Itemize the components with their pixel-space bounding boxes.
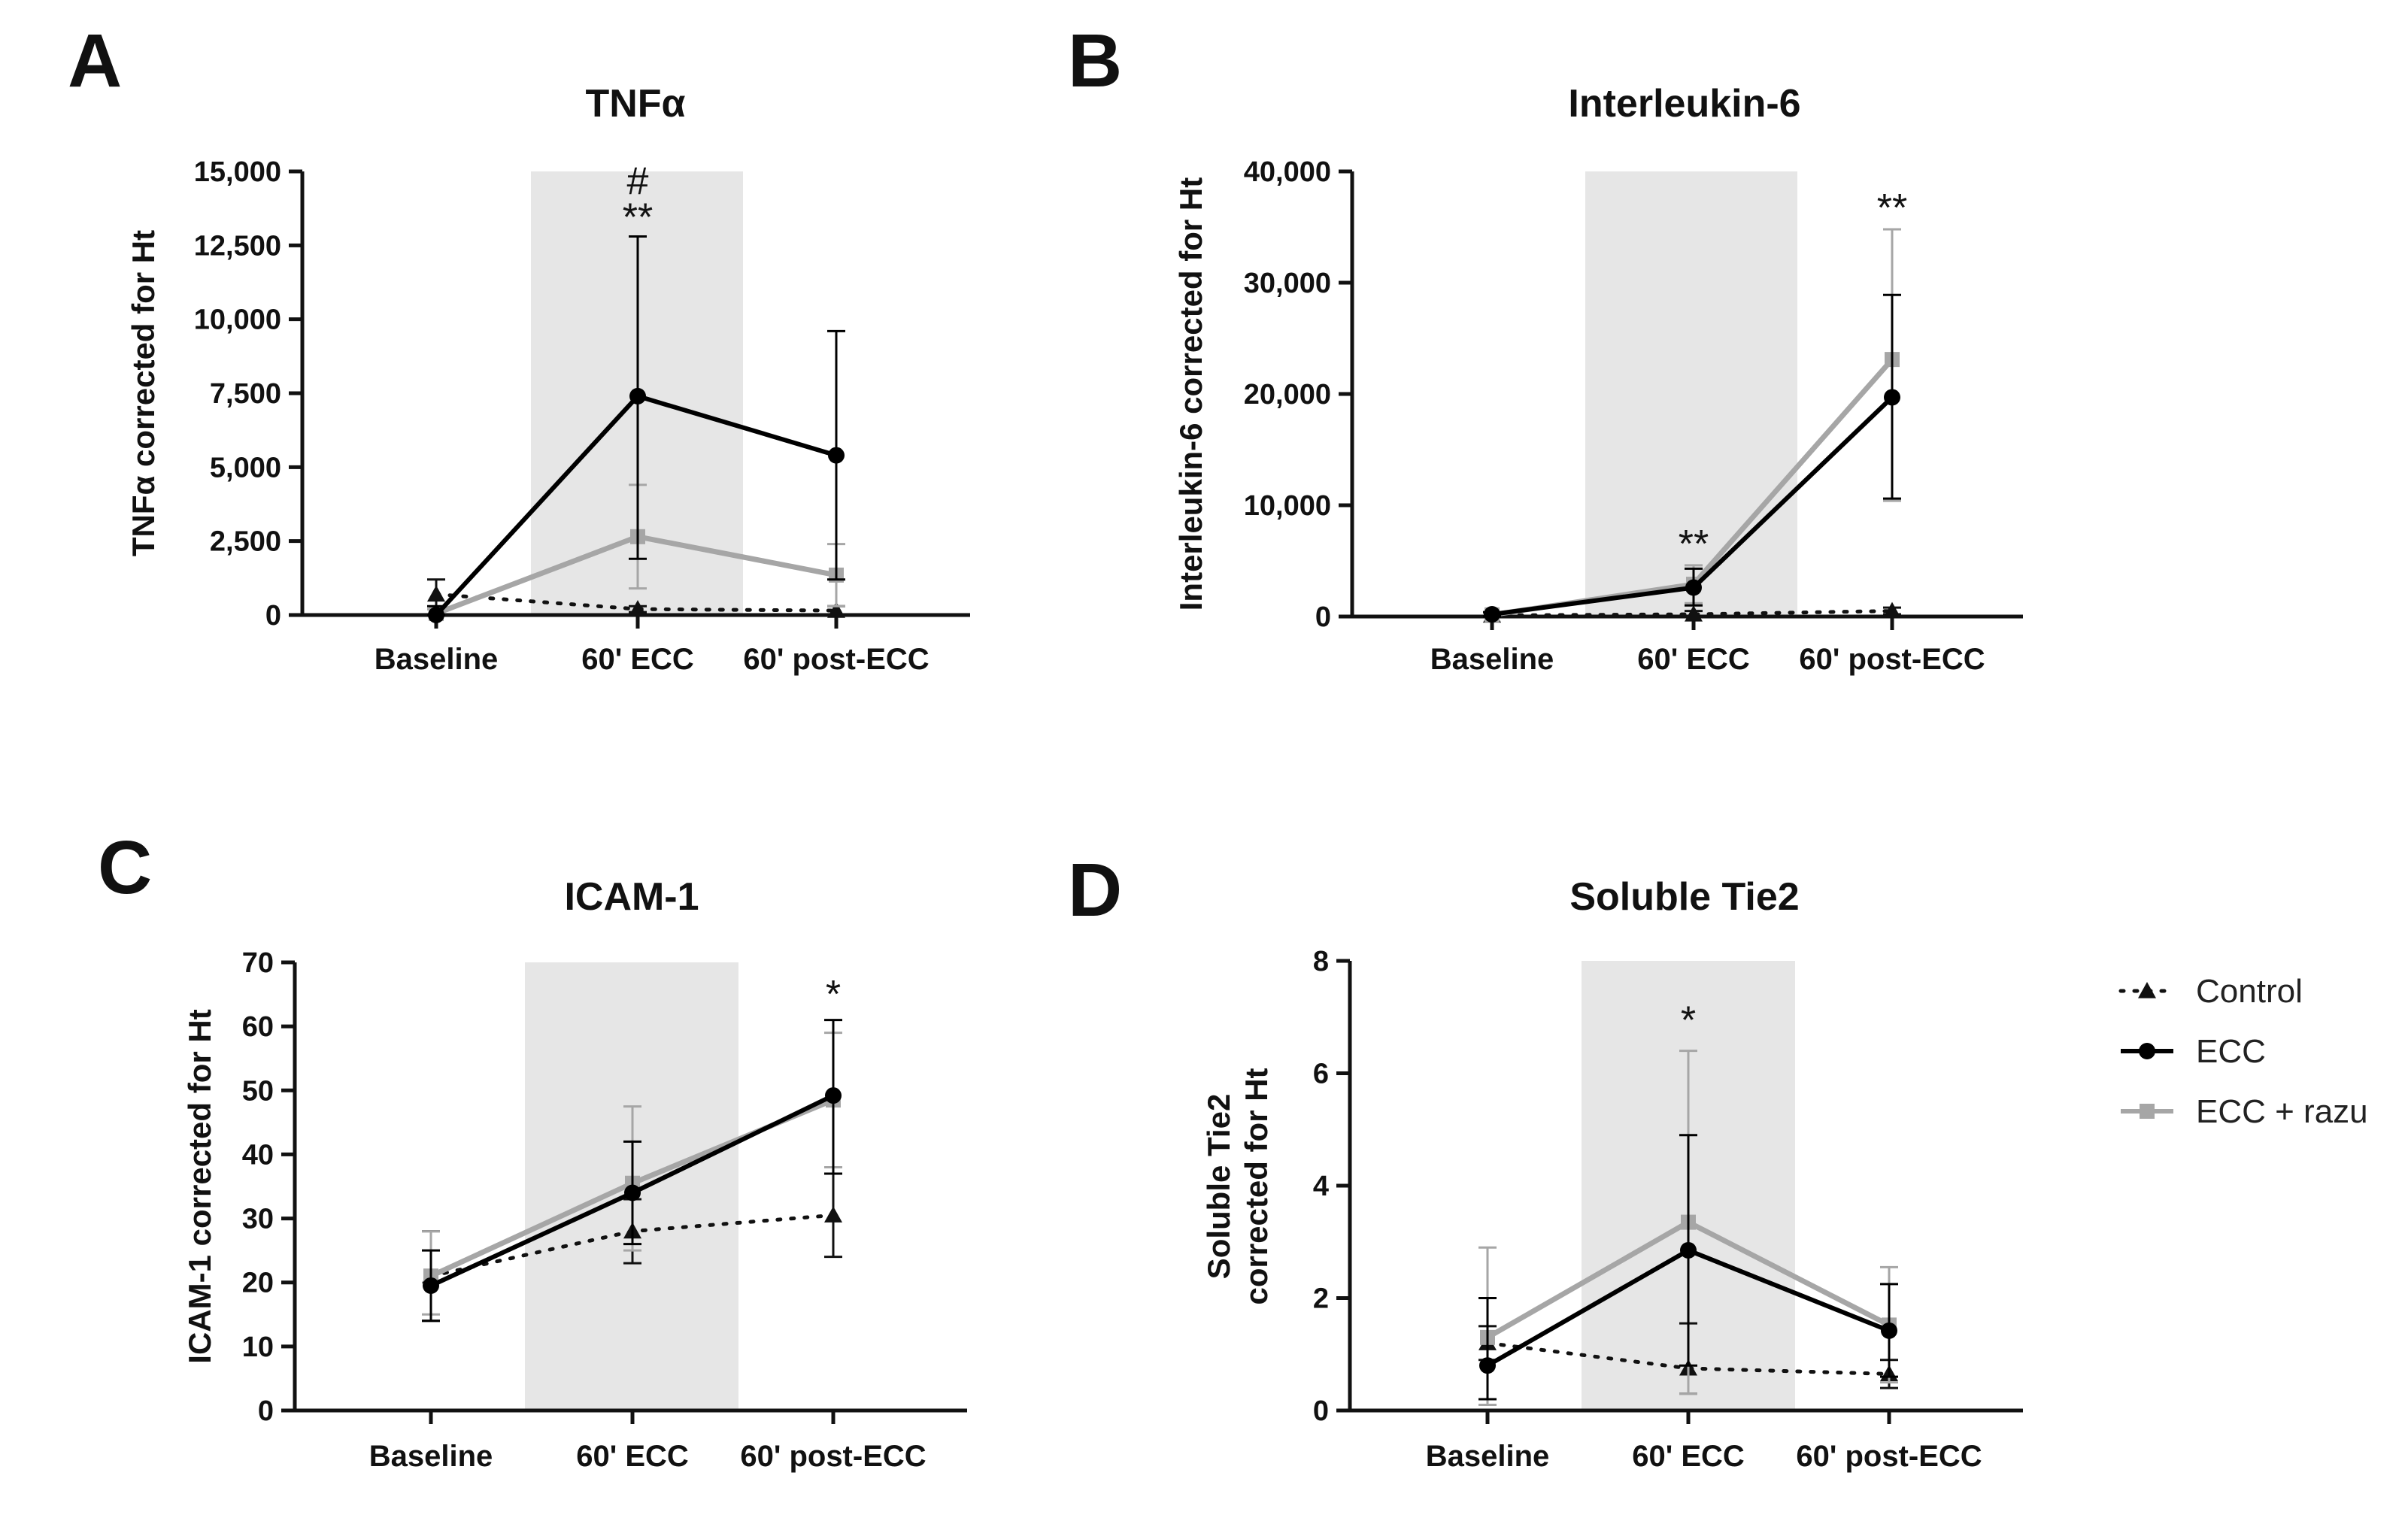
x-tick-label: 60' ECC [581, 643, 694, 676]
legend-item: Control [2118, 973, 2303, 1010]
y-tick-label: 2,500 [210, 526, 281, 558]
y-tick-label: 70 [242, 947, 274, 979]
y-tick-label: 10 [242, 1332, 274, 1363]
y-tick-label: 30,000 [1244, 268, 1331, 299]
panel-letter: B [1068, 19, 1122, 103]
data-point [427, 585, 445, 602]
data-point [1884, 389, 1900, 406]
chart-title: Interleukin-6 [1568, 82, 1800, 126]
legend-label: ECC + razu [2196, 1093, 2368, 1130]
y-tick-label: 60 [242, 1011, 274, 1043]
y-tick-label: 8 [1313, 946, 1329, 977]
significance-annotation: ** [623, 196, 653, 240]
x-tick-label: 60' post-ECC [1799, 643, 1985, 676]
data-point [1881, 1322, 1897, 1339]
legend-item: ECC [2121, 1033, 2266, 1070]
y-axis-label: TNFα corrected for Ht [126, 230, 161, 556]
chart-title: Soluble Tie2 [1569, 875, 1799, 919]
data-point [1883, 601, 1901, 619]
y-tick-label: 0 [265, 600, 281, 632]
y-tick-label: 40,000 [1244, 156, 1331, 188]
x-tick-label: 60' ECC [1632, 1440, 1745, 1473]
data-point [827, 601, 845, 618]
y-axis-label: Soluble Tie2corrected for Ht [1201, 1068, 1274, 1304]
y-axis-label-line: Interleukin-6 corrected for Ht [1173, 177, 1209, 611]
x-tick-label: 60' post-ECC [1796, 1440, 1982, 1473]
x-tick-label: Baseline [1426, 1440, 1550, 1473]
data-point [629, 600, 647, 617]
y-tick-label: 2 [1313, 1283, 1329, 1315]
shaded-region [1585, 171, 1797, 617]
data-point [629, 387, 646, 404]
data-point [1685, 605, 1703, 622]
x-tick-label: 60' ECC [576, 1440, 689, 1473]
x-tick-label: Baseline [369, 1440, 493, 1473]
panel-letter: A [68, 19, 122, 103]
data-point [828, 447, 845, 464]
y-tick-label: 10,000 [1244, 490, 1331, 522]
y-tick-label: 4 [1313, 1171, 1329, 1202]
panel-letter: C [98, 826, 152, 910]
y-axis-label-line: TNFα corrected for Ht [126, 230, 161, 556]
y-tick-label: 20 [242, 1268, 274, 1299]
significance-annotation: ** [1679, 523, 1709, 566]
y-tick-label: 12,500 [194, 230, 281, 262]
legend-marker [2140, 1104, 2155, 1119]
y-axis-label: Interleukin-6 corrected for Ht [1173, 177, 1209, 611]
data-point [824, 1206, 842, 1223]
y-tick-label: 15,000 [194, 156, 281, 188]
legend-label: Control [2196, 973, 2303, 1010]
legend-label: ECC [2196, 1033, 2266, 1070]
series-ecc [1478, 1134, 1898, 1401]
y-axis-label-line: ICAM-1 corrected for Ht [182, 1009, 217, 1363]
y-tick-label: 30 [242, 1204, 274, 1235]
chart-title: ICAM-1 [564, 875, 699, 919]
y-axis-label-line: Soluble Tie2 [1201, 1094, 1236, 1280]
data-point [1685, 579, 1702, 596]
y-tick-label: 0 [1315, 601, 1331, 633]
data-point [825, 1087, 842, 1104]
y-tick-label: 6 [1313, 1059, 1329, 1090]
legend-marker [2139, 1043, 2155, 1059]
significance-annotation: ** [1877, 186, 1907, 230]
chart-panel-d: D Soluble Tie2 0 2 4 6 8 Baseline 60' ECC 60' pos… [1068, 848, 2023, 1473]
x-tick-label: Baseline [1430, 643, 1554, 676]
data-point [428, 607, 444, 623]
series-ecc [422, 1019, 842, 1323]
chart-title: TNFα [585, 82, 685, 126]
significance-annotation: # [627, 160, 649, 204]
data-point [1479, 1357, 1496, 1374]
y-tick-label: 5,000 [210, 452, 281, 483]
legend: Control ECC ECC + razu [2118, 973, 2368, 1130]
y-tick-label: 0 [258, 1395, 274, 1427]
legend-item: ECC + razu [2121, 1093, 2368, 1130]
legend-marker [2138, 982, 2156, 998]
y-tick-label: 7,500 [210, 378, 281, 410]
x-tick-label: Baseline [375, 643, 499, 676]
chart-panel-a: A TNFα 0 2,500 5,000 7,500 10,000 12,500 15,000 B… [68, 19, 970, 676]
panel-letter: D [1068, 848, 1122, 932]
chart-panel-c: C ICAM-1 0 10 20 30 40 50 60 70 Baseline 60' ECC 60'… [98, 826, 967, 1473]
x-tick-label: 60' post-ECC [740, 1440, 926, 1473]
significance-annotation: * [1681, 999, 1696, 1043]
series-ecc [427, 235, 845, 623]
y-tick-label: 40 [242, 1139, 274, 1171]
y-tick-label: 10,000 [194, 305, 281, 336]
y-tick-label: 50 [242, 1075, 274, 1107]
y-tick-label: 20,000 [1244, 379, 1331, 411]
y-tick-label: 0 [1313, 1395, 1329, 1427]
chart-panel-b: B Interleukin-6 0 10,000 20,000 30,000 40,000 B… [1068, 19, 2023, 676]
x-tick-label: 60' ECC [1637, 643, 1750, 676]
y-axis-label: ICAM-1 corrected for Ht [182, 1009, 217, 1363]
significance-annotation: * [826, 973, 841, 1017]
data-point [1484, 606, 1500, 623]
data-point [624, 1184, 641, 1201]
x-tick-label: 60' post-ECC [743, 643, 929, 676]
series-ecc [1483, 293, 1901, 623]
data-point [1680, 1241, 1697, 1259]
y-axis-label-line: corrected for Ht [1239, 1068, 1274, 1304]
data-point [423, 1277, 439, 1294]
